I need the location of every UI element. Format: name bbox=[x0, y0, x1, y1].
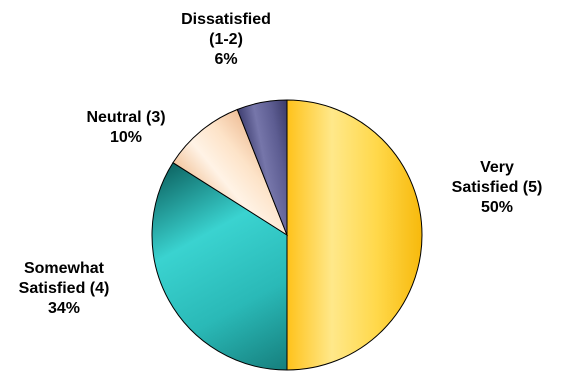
pie-slices bbox=[151, 99, 423, 371]
slice-label-1: Very Satisfied (5) 50% bbox=[452, 159, 543, 216]
pie-labels: Very Satisfied (5) 50% Somewhat Satisfied (4… bbox=[19, 11, 543, 317]
slice-category-label: Satisfied (4) bbox=[19, 280, 110, 297]
slice-value-label: 10% bbox=[110, 129, 142, 146]
pie-slice-2 bbox=[151, 161, 288, 371]
slice-label-2: Somewhat Satisfied (4) 34% bbox=[19, 260, 110, 317]
pie-slice-1 bbox=[286, 99, 423, 371]
slice-value-label: 50% bbox=[481, 199, 513, 216]
slice-label-4: Dissatisfied (1-2) 6% bbox=[181, 11, 271, 68]
slice-category-label: Neutral (3) bbox=[86, 109, 165, 126]
slice-category-label: Dissatisfied bbox=[181, 11, 271, 28]
slice-category-label: (1-2) bbox=[209, 31, 243, 48]
pie-slice-4 bbox=[236, 99, 288, 236]
slice-value-label: 6% bbox=[214, 51, 237, 68]
slice-value-label: 34% bbox=[48, 300, 80, 317]
slice-label-3: Neutral (3) 10% bbox=[86, 109, 165, 146]
pie-slice-3 bbox=[172, 108, 289, 237]
slice-category-label: Satisfied (5) bbox=[452, 179, 543, 196]
slice-category-label: Somewhat bbox=[24, 260, 105, 277]
slice-category-label: Very bbox=[480, 159, 514, 176]
